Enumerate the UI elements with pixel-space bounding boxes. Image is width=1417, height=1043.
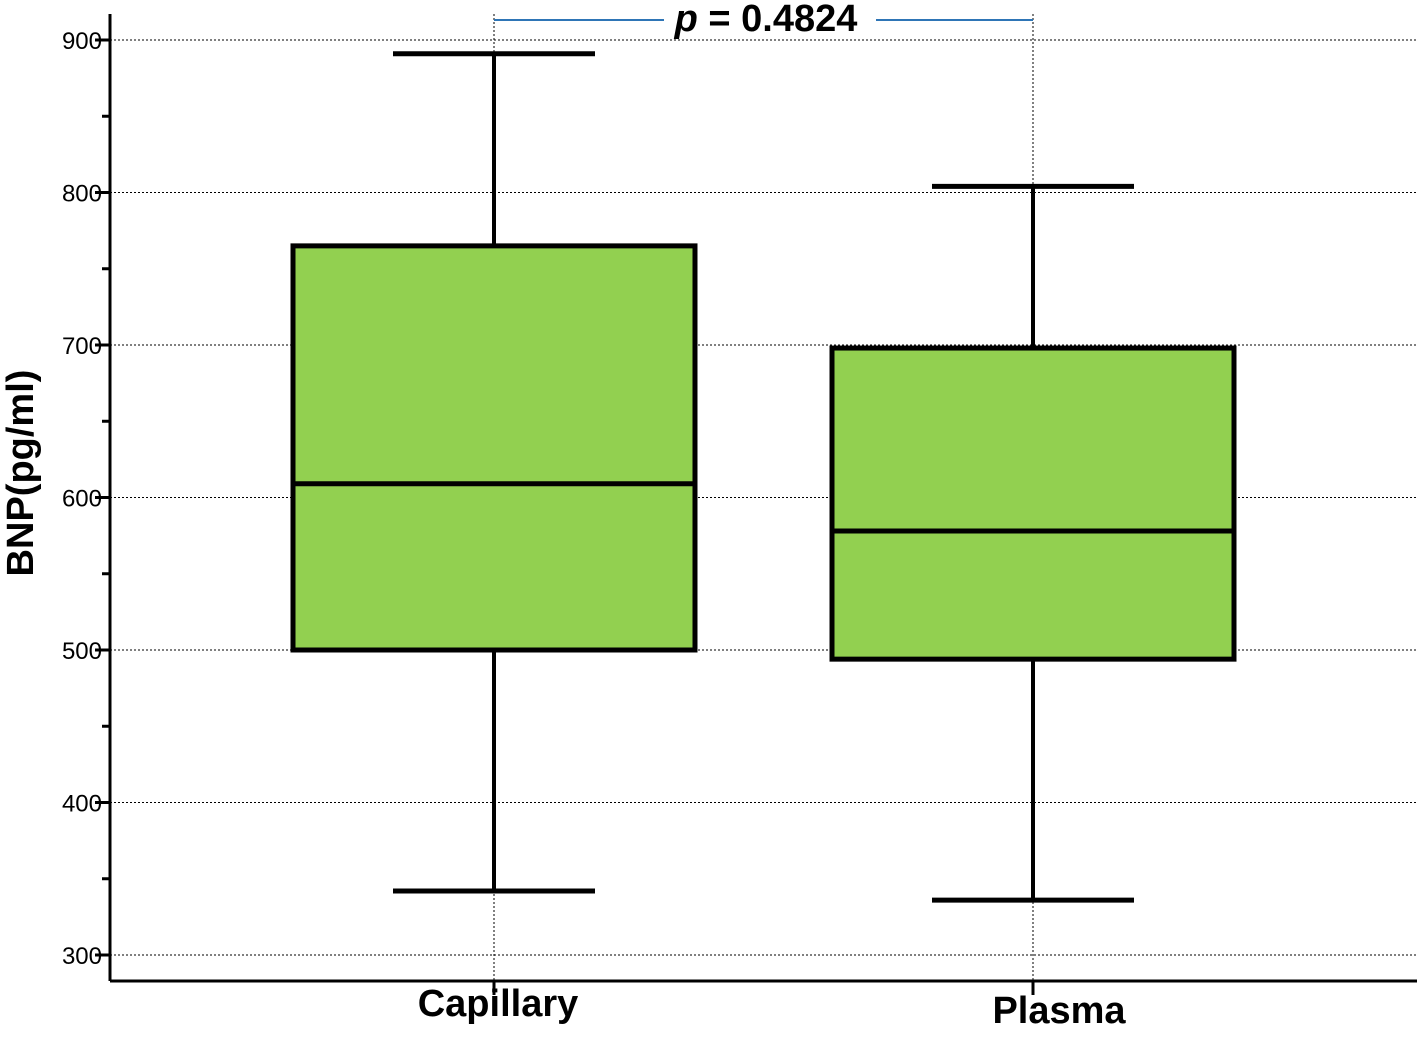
box-capillary xyxy=(290,243,698,653)
p-value-label: p = 0.4824 xyxy=(674,0,858,40)
box-series xyxy=(290,51,1237,903)
p-value-annotation: p = 0.4824 xyxy=(494,0,1033,40)
x-tick-labels: Capillary Plasma xyxy=(418,983,1127,1032)
y-tick-label-400: 400 xyxy=(62,791,102,818)
x-label-plasma: Plasma xyxy=(992,990,1126,1032)
y-tick-label-500: 500 xyxy=(62,638,102,665)
y-tick-label-800: 800 xyxy=(62,181,102,208)
y-axis-title: BNP(pg/ml) xyxy=(0,370,42,577)
y-tick-label-600: 600 xyxy=(62,486,102,513)
y-tick-label-700: 700 xyxy=(62,333,102,360)
y-ticks: 300 400 500 600 700 800 900 xyxy=(62,28,1035,995)
box-plasma xyxy=(829,345,1237,662)
x-label-capillary: Capillary xyxy=(418,983,579,1025)
y-tick-label-300: 300 xyxy=(62,943,102,970)
y-tick-label-900: 900 xyxy=(62,28,102,55)
